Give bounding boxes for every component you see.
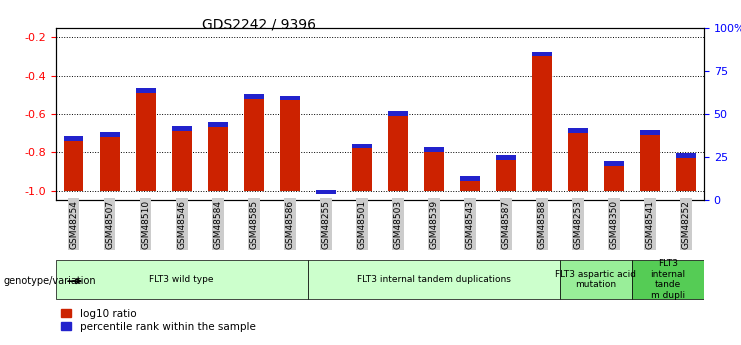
Bar — [316, 190, 336, 194]
Text: GSM48539: GSM48539 — [429, 200, 438, 249]
Bar — [172, 126, 192, 131]
Bar — [136, 93, 156, 190]
Text: GSM48588: GSM48588 — [537, 200, 546, 249]
Bar — [388, 111, 408, 116]
FancyBboxPatch shape — [308, 259, 560, 299]
Bar — [316, 189, 336, 194]
Bar — [640, 130, 659, 135]
Text: GSM48501: GSM48501 — [357, 200, 366, 249]
Bar — [676, 153, 696, 158]
Text: FLT3 internal tandem duplications: FLT3 internal tandem duplications — [357, 275, 511, 284]
FancyBboxPatch shape — [560, 259, 632, 299]
Bar — [207, 127, 227, 190]
Text: GSM48253: GSM48253 — [574, 200, 582, 249]
FancyBboxPatch shape — [632, 259, 704, 299]
Text: GSM48587: GSM48587 — [502, 200, 511, 249]
Text: GSM48252: GSM48252 — [682, 200, 691, 249]
Bar — [532, 51, 552, 56]
Text: GSM48510: GSM48510 — [141, 200, 150, 249]
Text: GSM48543: GSM48543 — [465, 200, 474, 249]
Bar — [64, 136, 84, 141]
Text: genotype/variation: genotype/variation — [4, 276, 96, 286]
Text: GSM48585: GSM48585 — [249, 200, 258, 249]
Bar — [568, 133, 588, 190]
Bar — [460, 181, 479, 190]
Bar — [244, 99, 264, 190]
Text: GSM48586: GSM48586 — [285, 200, 294, 249]
Bar — [640, 135, 659, 190]
Legend: log10 ratio, percentile rank within the sample: log10 ratio, percentile rank within the … — [61, 309, 256, 332]
Bar — [532, 56, 552, 190]
Bar — [136, 88, 156, 93]
Text: FLT3 aspartic acid
mutation: FLT3 aspartic acid mutation — [556, 270, 637, 289]
Text: GSM48503: GSM48503 — [393, 200, 402, 249]
Bar — [676, 158, 696, 190]
Text: GSM48546: GSM48546 — [177, 200, 186, 249]
Bar — [244, 94, 264, 99]
Bar — [100, 137, 119, 190]
Text: GSM48255: GSM48255 — [322, 200, 330, 249]
Text: GSM48254: GSM48254 — [69, 200, 78, 249]
Bar — [604, 161, 624, 166]
Text: GSM48541: GSM48541 — [645, 200, 654, 249]
Text: FLT3 wild type: FLT3 wild type — [150, 275, 214, 284]
Bar — [604, 166, 624, 190]
Bar — [388, 116, 408, 190]
Bar — [568, 128, 588, 133]
Bar — [280, 96, 299, 100]
Text: GDS2242 / 9396: GDS2242 / 9396 — [202, 17, 316, 31]
Text: FLT3
internal
tande
m dupli: FLT3 internal tande m dupli — [651, 259, 685, 299]
Text: GSM48584: GSM48584 — [213, 200, 222, 249]
Bar — [496, 160, 516, 190]
Bar — [64, 141, 84, 190]
Bar — [207, 122, 227, 127]
Bar — [352, 144, 372, 148]
Bar — [280, 100, 299, 190]
FancyBboxPatch shape — [56, 259, 308, 299]
Bar — [172, 131, 192, 190]
Bar — [352, 148, 372, 190]
Bar — [424, 147, 444, 152]
Bar — [496, 155, 516, 160]
Bar — [424, 152, 444, 190]
Text: GSM48350: GSM48350 — [609, 200, 619, 249]
Bar — [100, 132, 119, 137]
Bar — [460, 176, 479, 181]
Text: GSM48507: GSM48507 — [105, 200, 114, 249]
